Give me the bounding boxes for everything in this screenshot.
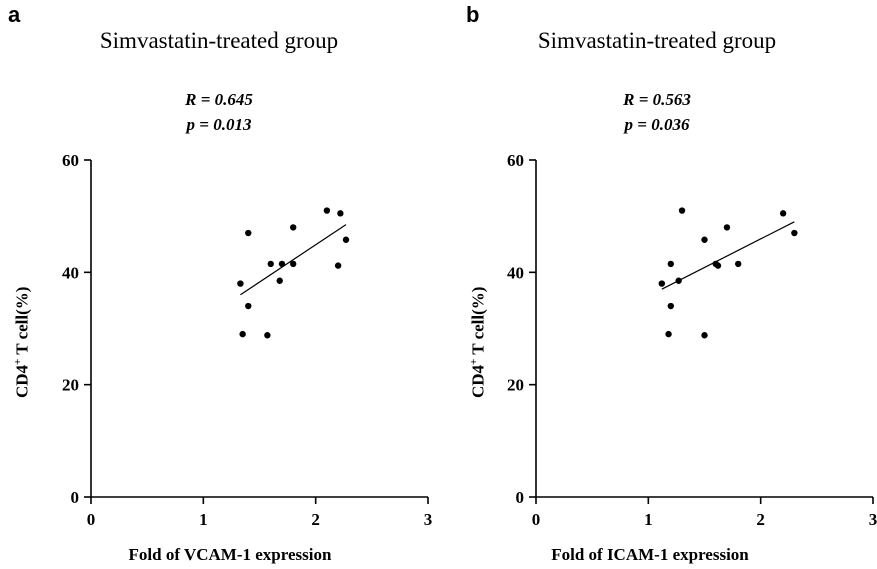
data-point bbox=[675, 277, 682, 284]
x-tick-label: 2 bbox=[756, 510, 765, 529]
r-value: R = 0.645 bbox=[185, 90, 253, 109]
y-tick-label: 20 bbox=[507, 376, 524, 395]
data-point bbox=[245, 302, 252, 310]
data-point bbox=[276, 277, 283, 284]
regression-line bbox=[240, 224, 347, 296]
data-point bbox=[735, 260, 742, 268]
x-tick-label: 2 bbox=[311, 510, 320, 529]
panel-letter: a bbox=[8, 2, 21, 27]
y-tick-label: 0 bbox=[516, 488, 525, 507]
chart-title: Simvastatin-treated group bbox=[99, 28, 339, 53]
data-point bbox=[245, 229, 252, 237]
data-point bbox=[290, 260, 297, 268]
data-point bbox=[678, 207, 686, 214]
data-point bbox=[267, 260, 274, 268]
scatter-plot: 0 1 2 3 0 20 40 60 bbox=[507, 151, 877, 529]
data-point bbox=[264, 332, 271, 339]
chart-panel-b: b Simvastatin-treated group R = 0.563 p … bbox=[438, 0, 877, 569]
x-tick-label: 1 bbox=[199, 510, 208, 529]
data-point bbox=[779, 210, 787, 217]
data-point bbox=[723, 224, 731, 231]
y-label-rest: T cell(%) bbox=[12, 286, 32, 359]
y-label-rest: T cell(%) bbox=[468, 286, 488, 359]
x-tick-label: 0 bbox=[532, 510, 541, 529]
regression-line bbox=[661, 221, 795, 290]
y-axis-label: CD4+ T cell(%) bbox=[12, 287, 33, 398]
data-point bbox=[290, 224, 297, 231]
y-tick-label: 40 bbox=[507, 263, 524, 282]
x-axis-label: Fold of VCAM-1 expression bbox=[128, 545, 332, 564]
data-point bbox=[665, 330, 672, 338]
data-point bbox=[667, 302, 674, 310]
scatter-plot: 0 1 2 3 0 20 40 60 bbox=[62, 151, 433, 529]
r-value: R = 0.563 bbox=[623, 90, 691, 109]
x-tick-label: 0 bbox=[87, 510, 96, 529]
x-tick-label: 3 bbox=[424, 510, 433, 529]
data-point bbox=[701, 236, 708, 243]
y-tick-label: 60 bbox=[62, 151, 79, 170]
y-tick-label: 40 bbox=[62, 263, 79, 282]
data-point bbox=[237, 280, 244, 287]
data-point bbox=[791, 229, 798, 237]
p-value: p = 0.036 bbox=[624, 115, 690, 134]
data-point bbox=[337, 210, 344, 217]
y-tick-label: 60 bbox=[507, 151, 524, 170]
data-point bbox=[342, 236, 350, 243]
data-point bbox=[239, 330, 246, 338]
p-value: p = 0.013 bbox=[186, 115, 252, 134]
chart-title: Simvastatin-treated group bbox=[537, 28, 777, 53]
y-label-main: CD4 bbox=[468, 364, 488, 398]
data-point bbox=[714, 262, 722, 269]
y-tick-label: 0 bbox=[71, 488, 80, 507]
y-axis-label: CD4+ T cell(%) bbox=[468, 287, 489, 398]
y-tick-label: 20 bbox=[62, 376, 79, 395]
chart-panel-a: a Simvastatin-treated group R = 0.645 p … bbox=[0, 0, 438, 569]
y-label-superscript: + bbox=[468, 358, 480, 365]
data-point bbox=[658, 280, 666, 287]
x-axis-label: Fold of ICAM-1 expression bbox=[551, 545, 749, 564]
y-label-superscript: + bbox=[12, 358, 24, 365]
data-point bbox=[323, 207, 331, 214]
data-point bbox=[334, 262, 342, 269]
data-point bbox=[701, 332, 708, 339]
y-label-main: CD4 bbox=[12, 364, 32, 398]
x-tick-label: 3 bbox=[869, 510, 877, 529]
data-point bbox=[278, 260, 286, 268]
x-tick-label: 1 bbox=[644, 510, 653, 529]
panel-letter: b bbox=[466, 2, 480, 27]
data-point bbox=[667, 260, 674, 268]
